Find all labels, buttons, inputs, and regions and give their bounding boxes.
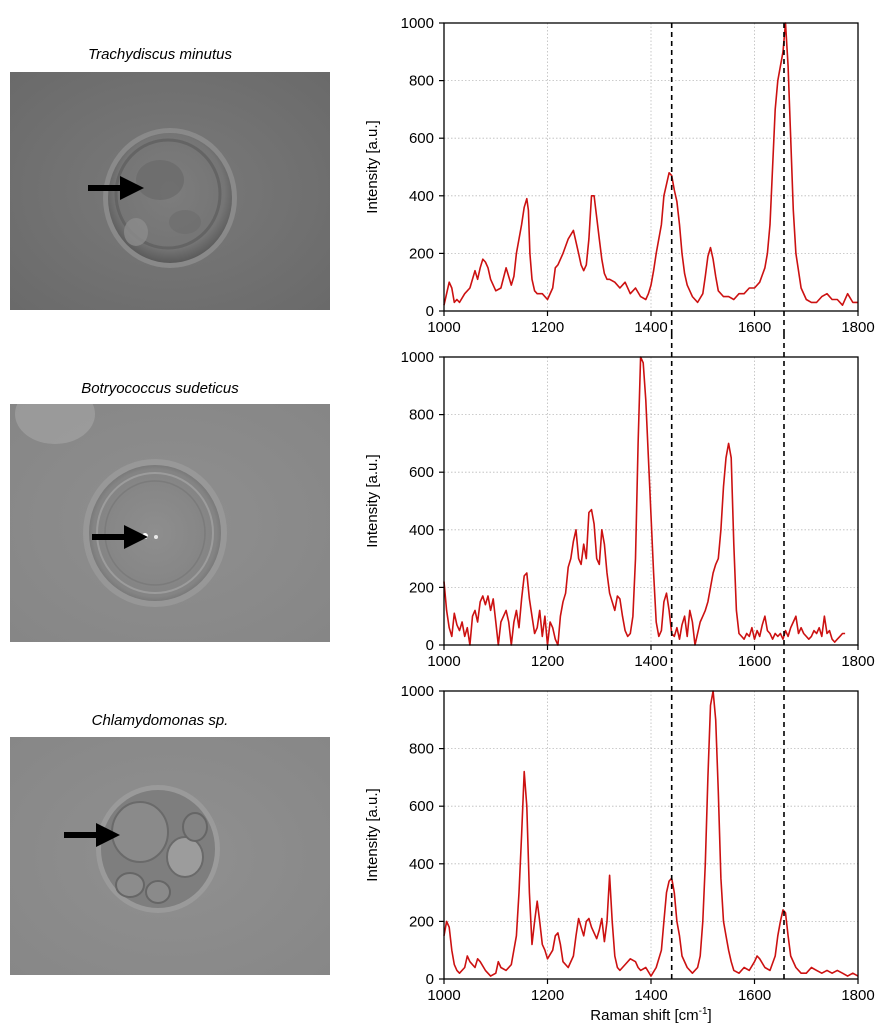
micrograph-2 bbox=[10, 404, 330, 642]
y-tick-label: 600 bbox=[409, 798, 434, 815]
spectrum-line bbox=[443, 356, 846, 646]
spectrum-plot-1: 1000 1200 1400 1600 1800 0 200 400 600 800 1000 Int… bbox=[350, 0, 884, 336]
y-tick-label: 600 bbox=[409, 464, 434, 481]
y-tick-label: 400 bbox=[409, 522, 434, 539]
arrow-icon-2 bbox=[92, 525, 148, 549]
x-tick-label: 1600 bbox=[738, 319, 771, 336]
y-tick-label: 400 bbox=[409, 856, 434, 873]
x-axis-label-sup: -1 bbox=[698, 1006, 708, 1017]
y-tick-label: 400 bbox=[409, 188, 434, 205]
x-axis-label-main: Raman shift [cm bbox=[590, 1007, 699, 1024]
x-tick-label: 1600 bbox=[738, 987, 771, 1004]
arrow-icon-1 bbox=[88, 176, 144, 200]
arrow-icon-3 bbox=[64, 823, 120, 847]
y-tick-label: 1000 bbox=[401, 15, 434, 32]
spectrum-line bbox=[443, 22, 858, 307]
spectrum-line bbox=[443, 690, 859, 977]
species-title-1: Trachydiscus minutus bbox=[88, 46, 232, 63]
x-tick-label: 1800 bbox=[841, 653, 874, 670]
y-axis-label: Intensity [a.u.] bbox=[364, 454, 381, 547]
species-title-2: Botryococcus sudeticus bbox=[81, 380, 239, 397]
x-tick-label: 1200 bbox=[531, 987, 564, 1004]
x-tick-label: 1400 bbox=[634, 987, 667, 1004]
y-tick-label: 0 bbox=[426, 971, 434, 988]
y-tick-label: 0 bbox=[426, 303, 434, 320]
x-tick-label: 1800 bbox=[841, 987, 874, 1004]
spectrum-plot-2: 1000 1200 1400 1600 1800 0 200 400 600 800 1000 Int… bbox=[350, 334, 884, 670]
spectrum-svg-1: 1000 1200 1400 1600 1800 0 200 400 600 800 1000 Int… bbox=[364, 15, 875, 336]
x-tick-label: 1400 bbox=[634, 319, 667, 336]
spectrum-svg-3: 1000 1200 1400 1600 1800 0 200 400 600 800 1000 Int… bbox=[364, 668, 875, 1004]
spectrum-svg-2: 1000 1200 1400 1600 1800 0 200 400 600 800 1000 Int… bbox=[364, 334, 875, 670]
x-axis-label: Raman shift [cm-1] bbox=[444, 1006, 858, 1024]
x-tick-label: 1600 bbox=[738, 653, 771, 670]
y-tick-label: 200 bbox=[409, 245, 434, 262]
x-axis-label-end: ] bbox=[707, 1007, 712, 1024]
spectrum-plot-3: 1000 1200 1400 1600 1800 0 200 400 600 800 1000 Int… bbox=[350, 668, 884, 1004]
micrograph-3 bbox=[10, 737, 330, 975]
y-tick-label: 800 bbox=[409, 407, 434, 424]
y-tick-label: 1000 bbox=[401, 349, 434, 366]
x-tick-label: 1000 bbox=[427, 987, 460, 1004]
y-tick-label: 600 bbox=[409, 130, 434, 147]
x-tick-label: 1200 bbox=[531, 319, 564, 336]
x-tick-label: 1000 bbox=[427, 319, 460, 336]
micrograph-1 bbox=[10, 72, 330, 310]
x-tick-label: 1400 bbox=[634, 653, 667, 670]
y-tick-label: 1000 bbox=[401, 683, 434, 700]
y-tick-label: 0 bbox=[426, 637, 434, 654]
y-tick-label: 200 bbox=[409, 913, 434, 930]
y-axis-label: Intensity [a.u.] bbox=[364, 120, 381, 213]
x-tick-label: 1800 bbox=[841, 319, 874, 336]
y-tick-label: 200 bbox=[409, 579, 434, 596]
species-title-3: Chlamydomonas sp. bbox=[91, 712, 229, 729]
x-tick-label: 1200 bbox=[531, 653, 564, 670]
y-tick-label: 800 bbox=[409, 73, 434, 90]
x-tick-label: 1000 bbox=[427, 653, 460, 670]
y-axis-label: Intensity [a.u.] bbox=[364, 788, 381, 881]
y-tick-label: 800 bbox=[409, 741, 434, 758]
